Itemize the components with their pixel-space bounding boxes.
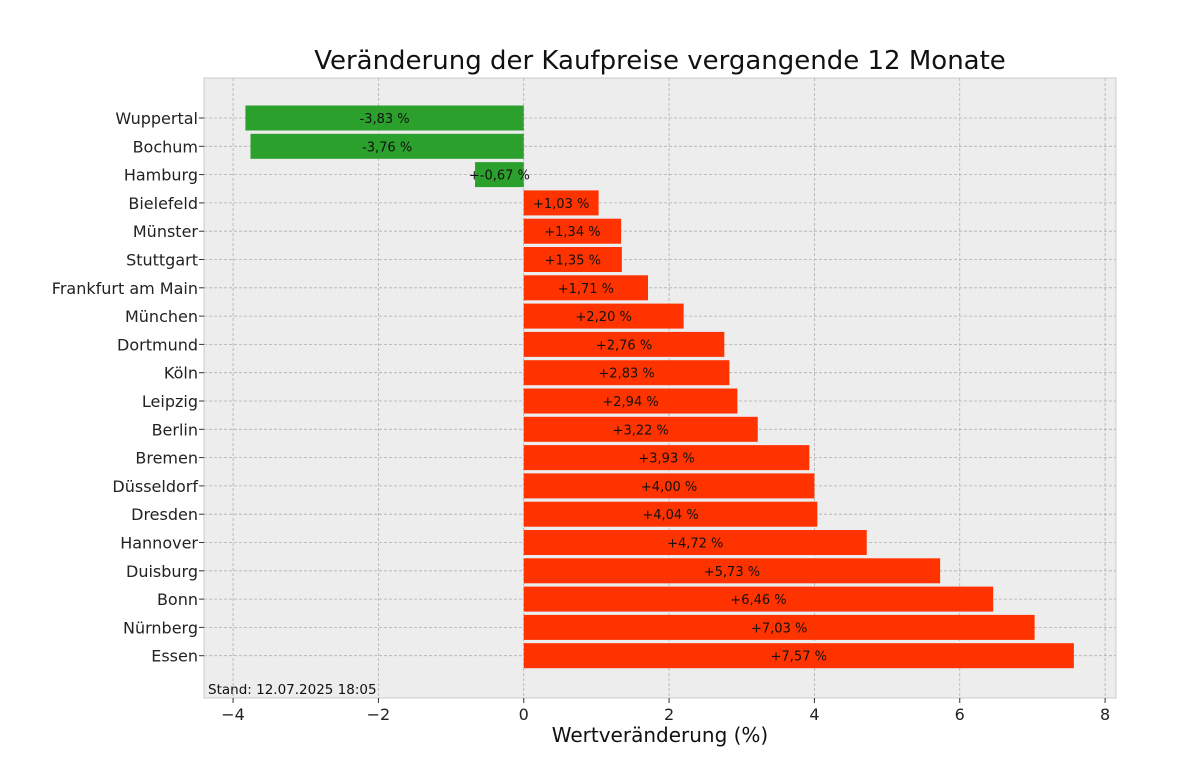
bar-data-label: +3,93 % xyxy=(638,452,694,467)
bar-data-label: +5,73 % xyxy=(704,565,760,580)
bar-frankfurt-am-main xyxy=(523,275,649,301)
bar-duisburg xyxy=(523,558,941,584)
y-tick-label: München xyxy=(125,307,198,326)
bars xyxy=(245,105,1074,669)
x-axis-tick-labels: −4 −2 0 2 4 6 8 xyxy=(221,698,1110,724)
x-axis-label: Wertveränderung (%) xyxy=(552,723,769,747)
y-tick-label: Dresden xyxy=(131,505,198,524)
x-tick-label: −2 xyxy=(367,705,391,724)
y-tick-label: Bielefeld xyxy=(128,194,198,213)
timestamp-footnote: Stand: 12.07.2025 18:05 xyxy=(208,682,377,698)
bar-hamburg xyxy=(475,162,524,188)
y-tick-label: Bochum xyxy=(133,137,198,156)
x-tick-label: 0 xyxy=(519,705,529,724)
bar-data-label: +2,20 % xyxy=(576,310,632,325)
y-tick-label: Frankfurt am Main xyxy=(52,279,198,298)
bar-data-label: -3,76 % xyxy=(362,140,412,155)
bar-data-label: +4,72 % xyxy=(667,537,723,552)
y-tick-label: Bonn xyxy=(157,590,198,609)
bar-data-label: +1,34 % xyxy=(544,225,600,240)
bar-data-label: +1,71 % xyxy=(558,282,614,297)
bar-dortmund xyxy=(523,331,725,357)
bar-data-label: +6,46 % xyxy=(730,593,786,608)
bar-data-label: +4,04 % xyxy=(642,508,698,523)
bar-hannover xyxy=(523,530,867,555)
y-tick-label: Bremen xyxy=(135,449,198,468)
y-tick-label: Essen xyxy=(151,647,198,666)
bar-bielefeld xyxy=(523,190,599,216)
x-tick-label: 8 xyxy=(1100,705,1110,724)
y-tick-label: Nürnberg xyxy=(123,618,198,637)
bar-data-label: +3,22 % xyxy=(613,423,669,438)
bar-data-label: +1,35 % xyxy=(545,254,601,269)
y-tick-label: Duisburg xyxy=(126,562,198,581)
bar-data-label: +2,94 % xyxy=(602,395,658,410)
bar-data-label: +-0,67 % xyxy=(469,169,530,184)
bar-essen xyxy=(523,643,1074,669)
bar-dresden xyxy=(523,501,818,527)
bar-münster xyxy=(523,218,622,244)
bar-bochum xyxy=(250,133,524,159)
chart-title: Veränderung der Kaufpreise vergangende 1… xyxy=(314,46,1006,76)
bar-data-label: +2,83 % xyxy=(598,367,654,382)
bar-data-label: +2,76 % xyxy=(596,338,652,353)
y-tick-label: Hamburg xyxy=(124,166,198,185)
y-tick-label: Berlin xyxy=(152,420,198,439)
y-tick-label: Stuttgart xyxy=(126,251,198,270)
bar-leipzig xyxy=(523,388,738,414)
y-tick-label: Dortmund xyxy=(117,335,198,354)
bar-data-label: +7,57 % xyxy=(771,650,827,665)
bar-köln xyxy=(523,360,730,386)
bar-data-label: +7,03 % xyxy=(751,621,807,636)
y-tick-label: Leipzig xyxy=(142,392,198,411)
bar-data-label: +1,03 % xyxy=(533,197,589,212)
x-tick-label: −4 xyxy=(221,705,245,724)
bar-stuttgart xyxy=(523,247,622,272)
bar-nürnberg xyxy=(523,614,1035,640)
bar-data-labels: -3,83 % -3,76 % +-0,67 %+1,03 % +1,34 % +1,3… xyxy=(360,112,827,665)
y-tick-label: Münster xyxy=(133,222,199,241)
bar-berlin xyxy=(523,416,758,442)
bar-münchen xyxy=(523,303,684,329)
y-axis-tick-labels: Wuppertal Bochum Hamburg Bielefeld Münster St… xyxy=(52,109,204,666)
x-tick-label: 4 xyxy=(809,705,819,724)
x-tick-label: 2 xyxy=(664,705,674,724)
bar-data-label: +4,00 % xyxy=(641,480,697,495)
bar-düsseldorf xyxy=(523,473,815,499)
bar-bremen xyxy=(523,445,810,471)
bar-wuppertal xyxy=(245,105,524,131)
y-tick-label: Wuppertal xyxy=(115,109,198,128)
bar-bonn xyxy=(523,586,994,612)
y-tick-label: Hannover xyxy=(120,534,198,553)
bar-data-label: -3,83 % xyxy=(360,112,410,127)
y-tick-label: Düsseldorf xyxy=(112,477,198,496)
y-tick-label: Köln xyxy=(164,364,198,383)
x-tick-label: 6 xyxy=(955,705,965,724)
